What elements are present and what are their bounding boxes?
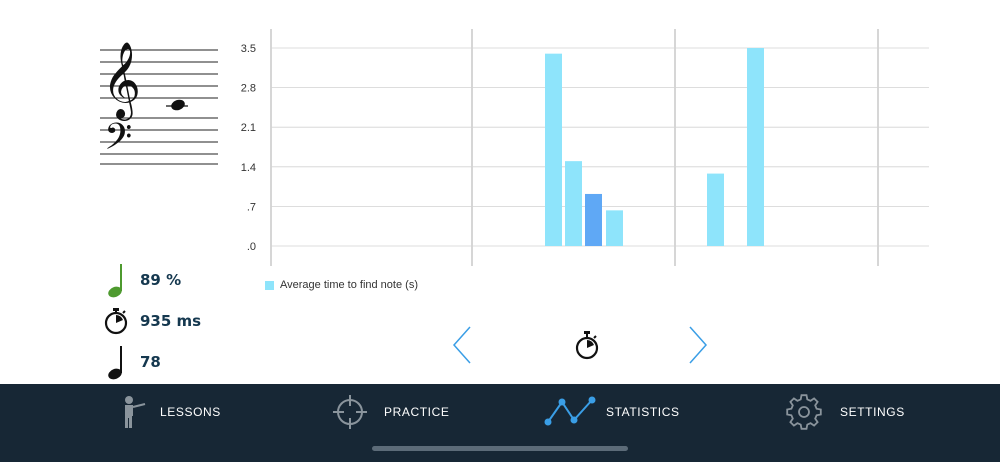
stopwatch-icon <box>96 301 136 341</box>
chart-bar <box>565 161 582 246</box>
bass-clef-icon: 𝄢 <box>104 116 132 167</box>
legend-label: Average time to find note (s) <box>280 279 418 291</box>
stopwatch-mode-icon <box>575 331 599 360</box>
time-value: 935 ms <box>140 312 202 330</box>
tab-settings[interactable]: SETTINGS <box>784 392 905 432</box>
tab-settings-label: SETTINGS <box>840 405 905 419</box>
y-tick-label: 3.5 <box>241 43 256 55</box>
chevron-left-icon[interactable] <box>450 325 474 365</box>
chart-bar <box>585 193 602 246</box>
y-tick-label: 2.1 <box>241 122 256 134</box>
bar-chart: 3.5 2.8 2.1 1.4 .7 .0 <box>241 29 929 266</box>
chart-bar <box>545 53 562 247</box>
time-stat: 935 ms <box>96 303 201 339</box>
green-note-icon <box>96 260 136 300</box>
gear-icon <box>784 392 824 432</box>
y-tick-label: .7 <box>247 201 256 213</box>
y-tick-label: .0 <box>247 241 256 253</box>
grand-staff: 𝄞 𝄢 <box>100 41 218 167</box>
tab-practice-label: PRACTICE <box>384 405 450 419</box>
note-head-icon <box>166 99 188 111</box>
chart-bar <box>606 210 623 246</box>
chart-grid <box>270 29 929 266</box>
chart-bar <box>707 173 724 246</box>
y-tick-label: 1.4 <box>241 162 256 174</box>
chart-bars <box>545 48 764 247</box>
count-value: 78 <box>140 353 161 371</box>
chart-bar <box>747 48 764 246</box>
tab-lessons-label: LESSONS <box>160 405 221 419</box>
tab-statistics-label: STATISTICS <box>606 405 680 419</box>
y-tick-label: 2.8 <box>241 83 256 95</box>
tab-practice[interactable]: PRACTICE <box>330 392 449 432</box>
chevron-right-icon[interactable] <box>686 325 710 365</box>
teacher-icon <box>112 392 152 432</box>
tab-statistics[interactable]: STATISTICS <box>544 392 680 432</box>
home-indicator <box>372 446 628 451</box>
chart-legend: Average time to find note (s) <box>265 279 418 291</box>
accuracy-value: 89 % <box>140 271 182 289</box>
black-note-icon <box>96 342 136 382</box>
crosshair-icon <box>330 392 370 432</box>
accuracy-stat: 89 % <box>96 262 181 298</box>
tab-lessons[interactable]: LESSONS <box>112 392 221 432</box>
legend-swatch <box>265 280 274 290</box>
count-stat: 78 <box>96 344 161 380</box>
y-axis-ticks: 3.5 2.8 2.1 1.4 .7 .0 <box>241 43 256 253</box>
line-chart-icon <box>544 392 598 432</box>
treble-clef-icon: 𝄞 <box>102 41 141 121</box>
